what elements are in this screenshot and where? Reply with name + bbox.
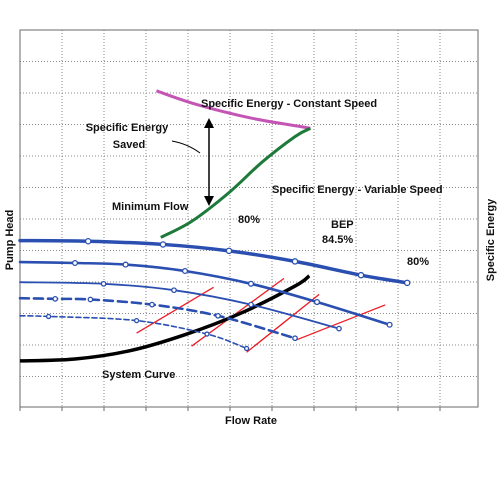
pump-curve-point (122, 261, 129, 268)
pump-curve-point (87, 296, 94, 303)
energy-saved-arrow-head-down (204, 196, 214, 206)
pump-curve-point (247, 280, 255, 287)
bep-label: BEP (331, 219, 354, 231)
pump-curve-point (243, 345, 250, 352)
pump-curve-point (215, 312, 221, 319)
y2-axis-title: Specific Energy (485, 198, 497, 281)
pump-curve-point (71, 259, 79, 267)
energy-saved-label: Specific Energy (86, 122, 169, 134)
pump-curve-point (336, 325, 342, 332)
pump-curve-point (313, 298, 321, 306)
efficiency-label-left: 80% (238, 214, 260, 226)
plot-frame (19, 29, 479, 408)
pump-curve-point (204, 331, 210, 337)
pump-curve-point (292, 335, 298, 342)
pump-curve-point (248, 301, 254, 308)
specific-energy-constant-label: Specific Energy - Constant Speed (201, 98, 377, 110)
efficiency-line (246, 293, 320, 353)
pump-curve-point (84, 237, 92, 245)
pump-curve-point (100, 280, 107, 287)
bep-value-label: 84.5% (322, 234, 353, 246)
pump-curve-point (149, 301, 155, 308)
efficiency-line (294, 304, 386, 342)
pump-curve-point (357, 271, 365, 279)
pump-curve-point (291, 258, 299, 265)
specific-energy-variable-label: Specific Energy - Variable Speed (272, 184, 443, 196)
efficiency-line (191, 277, 285, 347)
pump-curve-point (45, 313, 52, 320)
specific-energy-variable-line (160, 126, 312, 239)
efficiency-label-right: 80% (407, 256, 429, 268)
x-axis-title: Flow Rate (225, 415, 277, 427)
energy-saved-label: Saved (113, 139, 145, 151)
pump-curve-point (181, 267, 189, 275)
system-curve-label: System Curve (102, 369, 175, 381)
pump-curve-point (386, 321, 393, 328)
energy-saved-leader (171, 140, 201, 154)
pump-curve-point (225, 247, 233, 255)
pump-curve (19, 315, 248, 350)
system-curve (19, 274, 311, 363)
pump-curve (18, 260, 391, 327)
specific-energy-constant-line (155, 89, 311, 130)
energy-saved-arrow-head-up (204, 118, 214, 128)
efficiency-line (136, 286, 214, 334)
pump-curve-point (171, 287, 177, 294)
minimum-flow-label: Minimum Flow (112, 201, 189, 213)
pump-curve-point (52, 295, 59, 302)
y-axis-title: Pump Head (4, 210, 16, 271)
pump-curve-point (159, 241, 167, 248)
pump-curve-point (133, 317, 140, 324)
pump-curve-point (403, 279, 411, 287)
